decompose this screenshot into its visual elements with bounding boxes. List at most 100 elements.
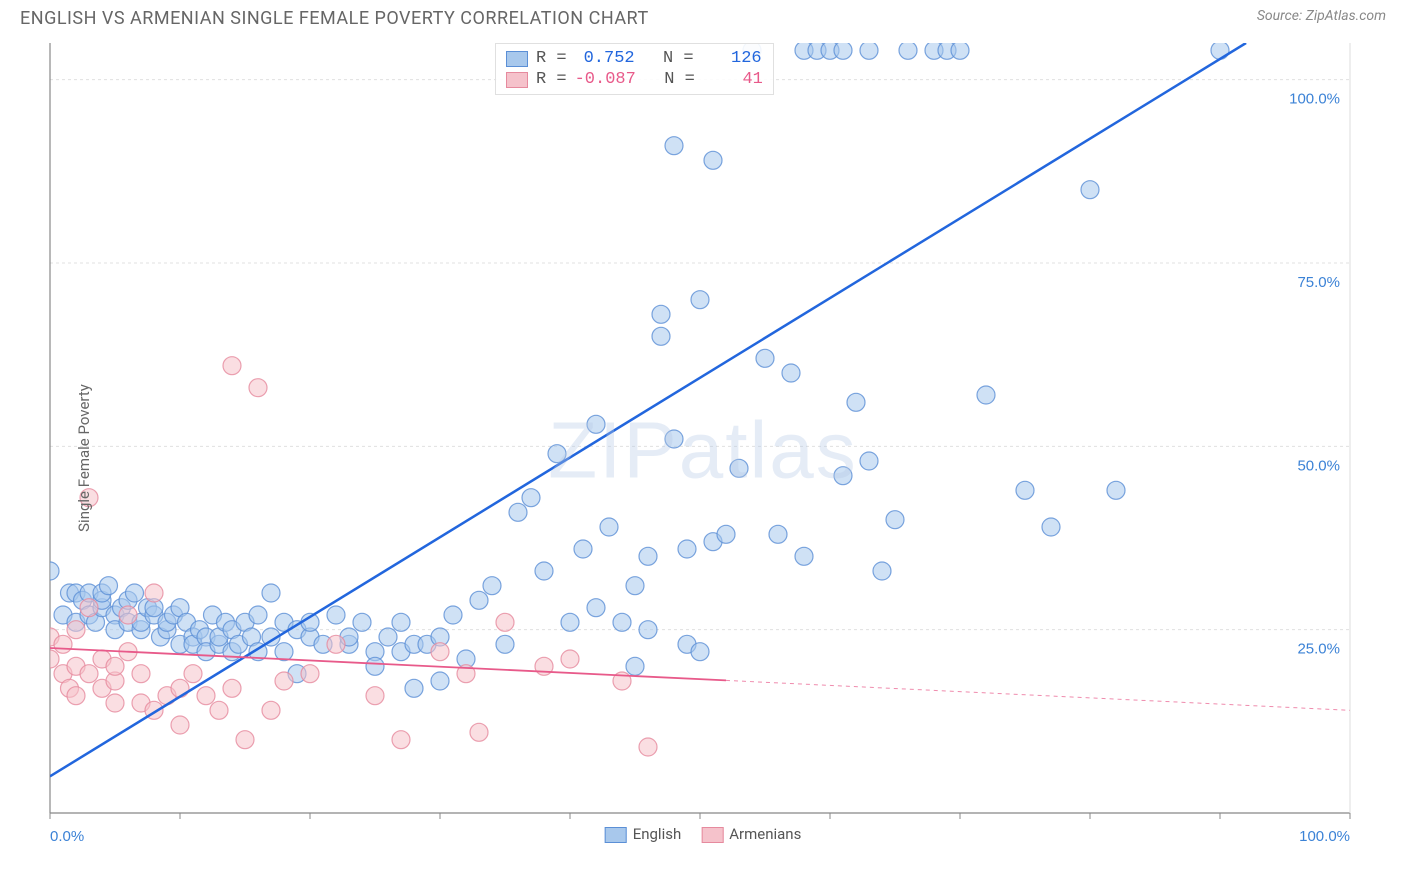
scatter-point bbox=[704, 151, 722, 169]
scatter-point bbox=[899, 41, 917, 59]
scatter-point bbox=[470, 723, 488, 741]
scatter-point bbox=[652, 327, 670, 345]
scatter-point bbox=[1107, 481, 1125, 499]
scatter-point bbox=[223, 357, 241, 375]
scatter-point bbox=[782, 364, 800, 382]
scatter-point bbox=[275, 672, 293, 690]
scatter-point bbox=[431, 643, 449, 661]
scatter-point bbox=[171, 716, 189, 734]
scatter-point bbox=[886, 511, 904, 529]
x-tick-label: 0.0% bbox=[50, 828, 84, 845]
r-label: R = bbox=[536, 70, 567, 89]
n-label: N = bbox=[644, 70, 695, 89]
scatter-point bbox=[600, 518, 618, 536]
scatter-point bbox=[184, 665, 202, 683]
scatter-point bbox=[483, 577, 501, 595]
scatter-point bbox=[126, 584, 144, 602]
scatter-point bbox=[769, 525, 787, 543]
scatter-point bbox=[41, 562, 59, 580]
r-value: -0.087 bbox=[575, 70, 636, 89]
scatter-point bbox=[366, 657, 384, 675]
scatter-point bbox=[730, 459, 748, 477]
scatter-point bbox=[132, 665, 150, 683]
scatter-point bbox=[41, 650, 59, 668]
n-label: N = bbox=[643, 49, 694, 68]
scatter-point bbox=[873, 562, 891, 580]
scatter-point bbox=[67, 687, 85, 705]
chart-container: Single Female Poverty 25.0%50.0%75.0%100… bbox=[0, 33, 1406, 883]
chart-title: ENGLISH VS ARMENIAN SINGLE FEMALE POVERT… bbox=[20, 8, 649, 29]
series-legend: English Armenians bbox=[605, 825, 802, 843]
scatter-point bbox=[678, 540, 696, 558]
regression-line bbox=[50, 43, 1246, 776]
scatter-point bbox=[106, 694, 124, 712]
scatter-point bbox=[106, 657, 124, 675]
scatter-point bbox=[262, 584, 280, 602]
scatter-point bbox=[522, 489, 540, 507]
scatter-point bbox=[353, 613, 371, 631]
scatter-point bbox=[405, 679, 423, 697]
scatter-point bbox=[665, 430, 683, 448]
scatter-point bbox=[444, 606, 462, 624]
scatter-point bbox=[665, 137, 683, 155]
scatter-point bbox=[834, 41, 852, 59]
legend-item: Armenians bbox=[701, 825, 801, 843]
scatter-point bbox=[1042, 518, 1060, 536]
scatter-point bbox=[392, 731, 410, 749]
scatter-point bbox=[587, 599, 605, 617]
legend-swatch bbox=[701, 827, 723, 843]
scatter-point bbox=[119, 606, 137, 624]
scatter-point bbox=[860, 452, 878, 470]
scatter-point bbox=[496, 635, 514, 653]
scatter-point bbox=[535, 562, 553, 580]
scatter-point bbox=[327, 635, 345, 653]
scatter-point bbox=[80, 665, 98, 683]
n-value: 126 bbox=[702, 49, 762, 68]
scatter-point bbox=[275, 643, 293, 661]
scatter-point bbox=[639, 621, 657, 639]
regression-line-extrapolated bbox=[1246, 33, 1350, 43]
scatter-point bbox=[509, 503, 527, 521]
legend-swatch bbox=[605, 827, 627, 843]
scatter-point bbox=[496, 613, 514, 631]
scatter-point bbox=[1081, 181, 1099, 199]
regression-line-extrapolated bbox=[726, 680, 1350, 710]
y-tick-label: 75.0% bbox=[1297, 274, 1340, 291]
scatter-point bbox=[951, 41, 969, 59]
legend-item: English bbox=[605, 825, 682, 843]
legend-swatch bbox=[506, 51, 528, 67]
y-tick-label: 100.0% bbox=[1289, 91, 1340, 108]
scatter-point bbox=[80, 599, 98, 617]
regression-line bbox=[50, 648, 726, 680]
scatter-point bbox=[691, 643, 709, 661]
scatter-point bbox=[691, 291, 709, 309]
scatter-point bbox=[392, 613, 410, 631]
scatter-point bbox=[834, 467, 852, 485]
scatter-point bbox=[756, 349, 774, 367]
scatter-point bbox=[652, 305, 670, 323]
correlation-legend: R =0.752 N =126R =-0.087 N =41 bbox=[495, 43, 774, 95]
scatter-point bbox=[54, 635, 72, 653]
scatter-point bbox=[145, 584, 163, 602]
scatter-point bbox=[301, 665, 319, 683]
scatter-chart: 25.0%50.0%75.0%100.0%0.0%100.0% bbox=[0, 33, 1406, 873]
n-value: 41 bbox=[703, 70, 763, 89]
scatter-point bbox=[262, 701, 280, 719]
scatter-point bbox=[67, 621, 85, 639]
scatter-point bbox=[561, 613, 579, 631]
scatter-point bbox=[470, 591, 488, 609]
scatter-point bbox=[379, 628, 397, 646]
y-axis-label: Single Female Poverty bbox=[75, 384, 93, 532]
scatter-point bbox=[639, 738, 657, 756]
scatter-point bbox=[197, 687, 215, 705]
scatter-point bbox=[561, 650, 579, 668]
scatter-point bbox=[717, 525, 735, 543]
scatter-point bbox=[366, 687, 384, 705]
scatter-point bbox=[795, 547, 813, 565]
scatter-point bbox=[249, 379, 267, 397]
scatter-point bbox=[548, 445, 566, 463]
scatter-point bbox=[223, 679, 241, 697]
scatter-point bbox=[236, 731, 254, 749]
scatter-point bbox=[327, 606, 345, 624]
r-value: 0.752 bbox=[575, 49, 635, 68]
